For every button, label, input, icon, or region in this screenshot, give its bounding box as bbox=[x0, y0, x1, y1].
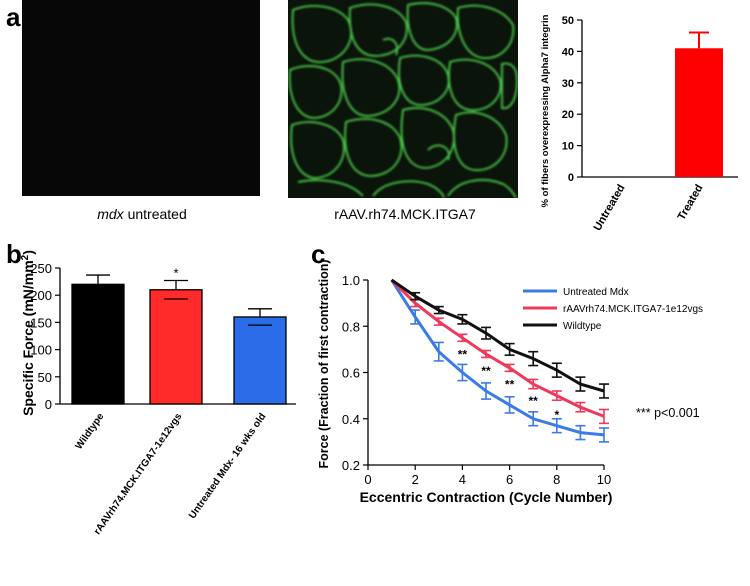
chart-a-ytick-label: 50 bbox=[562, 15, 574, 27]
chart-b-category-label: Wildtype bbox=[74, 411, 107, 452]
chart-b-specific-force: Specific Force (mN/mm2) 050100150200250 … bbox=[20, 250, 296, 537]
chart-c-xtick-label: 4 bbox=[459, 472, 466, 487]
chart-c-ytick-label: 0.2 bbox=[342, 458, 360, 473]
chart-c-significance-mark: ** bbox=[481, 364, 491, 378]
chart-a-ytick-label: 40 bbox=[562, 46, 574, 58]
mdx-untreated-caption: mdx untreated bbox=[22, 206, 262, 222]
chart-b-ytick-label: 0 bbox=[45, 397, 52, 412]
chart-c-xtick-label: 2 bbox=[412, 472, 419, 487]
chart-c-series-line bbox=[390, 278, 605, 393]
chart-b-bar bbox=[233, 316, 287, 405]
chart-b-ylabel-main: Specific Force (mN/mm bbox=[20, 260, 36, 416]
chart-c-ytick-label: 1.0 bbox=[342, 273, 360, 288]
chart-a-category-label: Untreated bbox=[592, 183, 628, 233]
chart-c-ytick-label: 0.4 bbox=[342, 412, 360, 427]
chart-a-ytick-label: 0 bbox=[568, 172, 574, 184]
chart-a-bar bbox=[675, 48, 723, 178]
fiber-membrane-stain bbox=[288, 2, 518, 199]
chart-c-eccentric: Force (Fraction of first contraction) 0.… bbox=[317, 259, 703, 505]
untreated-label: untreated bbox=[123, 206, 187, 222]
chart-c-significance-mark: * bbox=[554, 408, 559, 422]
chart-c-xtick-label: 0 bbox=[364, 472, 371, 487]
chart-c-xlabel: Eccentric Contraction (Cycle Number) bbox=[360, 489, 613, 505]
chart-c-pvalue: *** p<0.001 bbox=[636, 406, 700, 420]
chart-a-alpha7: % of fibers overexpressing Alpha7 integr… bbox=[540, 14, 738, 233]
chart-a-ytick-label: 10 bbox=[562, 141, 574, 153]
chart-a-ylabel: % of fibers overexpressing Alpha7 integr… bbox=[540, 14, 551, 207]
treated-micrograph bbox=[288, 0, 518, 199]
chart-b-ytick-label: 150 bbox=[30, 315, 52, 330]
chart-b-bar bbox=[71, 283, 125, 405]
chart-b-significance-star: * bbox=[173, 266, 178, 281]
chart-c-xtick-label: 8 bbox=[553, 472, 560, 487]
chart-c-significance-mark: ** bbox=[529, 394, 539, 408]
chart-c-significance-mark: ** bbox=[458, 348, 468, 362]
chart-c-xtick-label: 10 bbox=[597, 472, 611, 487]
panel-label-a: a bbox=[6, 2, 21, 32]
chart-c-significance-mark: ** bbox=[505, 378, 515, 392]
chart-b-ytick-label: 100 bbox=[30, 343, 52, 358]
chart-b-category-label: Untreated Mdx- 16 wks old bbox=[187, 411, 268, 521]
chart-c-legend-label: Untreated Mdx bbox=[563, 287, 629, 298]
panel-label-b: b bbox=[6, 239, 22, 269]
chart-b-bar bbox=[149, 289, 203, 405]
chart-b-ytick-label: 250 bbox=[30, 261, 52, 276]
chart-c-ytick-label: 0.8 bbox=[342, 319, 360, 334]
chart-b-ytick-label: 200 bbox=[30, 288, 52, 303]
chart-c-ytick-label: 0.6 bbox=[342, 366, 360, 381]
chart-b-ylabel-sup: 2 bbox=[20, 254, 31, 260]
chart-c-legend-label: Wildtype bbox=[563, 321, 602, 332]
treated-caption: rAAV.rh74.MCK.ITGA7 bbox=[334, 206, 476, 222]
chart-c-series-line bbox=[390, 278, 605, 418]
chart-b-ytick-label: 50 bbox=[38, 370, 52, 385]
chart-c-legend-label: rAAVrh74.MCK.ITGA7-1e12vgs bbox=[563, 304, 703, 315]
chart-c-ylabel: Force (Fraction of first contraction) bbox=[317, 259, 331, 468]
chart-a-category-label: Treated bbox=[676, 183, 706, 223]
chart-b-category-label: rAAVrh74.MCK.ITGA7-1e12vgs bbox=[92, 411, 185, 537]
mdx-italic-label: mdx bbox=[97, 206, 124, 222]
chart-a-ytick-label: 20 bbox=[562, 109, 574, 121]
chart-c-series-line bbox=[390, 279, 605, 437]
chart-a-ytick-label: 30 bbox=[562, 78, 574, 90]
chart-b-ylabel: Specific Force (mN/mm2) bbox=[20, 250, 36, 416]
mdx-untreated-micrograph bbox=[22, 0, 260, 196]
chart-c-xtick-label: 6 bbox=[506, 472, 513, 487]
panel-label-c: c bbox=[311, 239, 326, 269]
chart-b-ylabel-end: ) bbox=[20, 250, 36, 255]
